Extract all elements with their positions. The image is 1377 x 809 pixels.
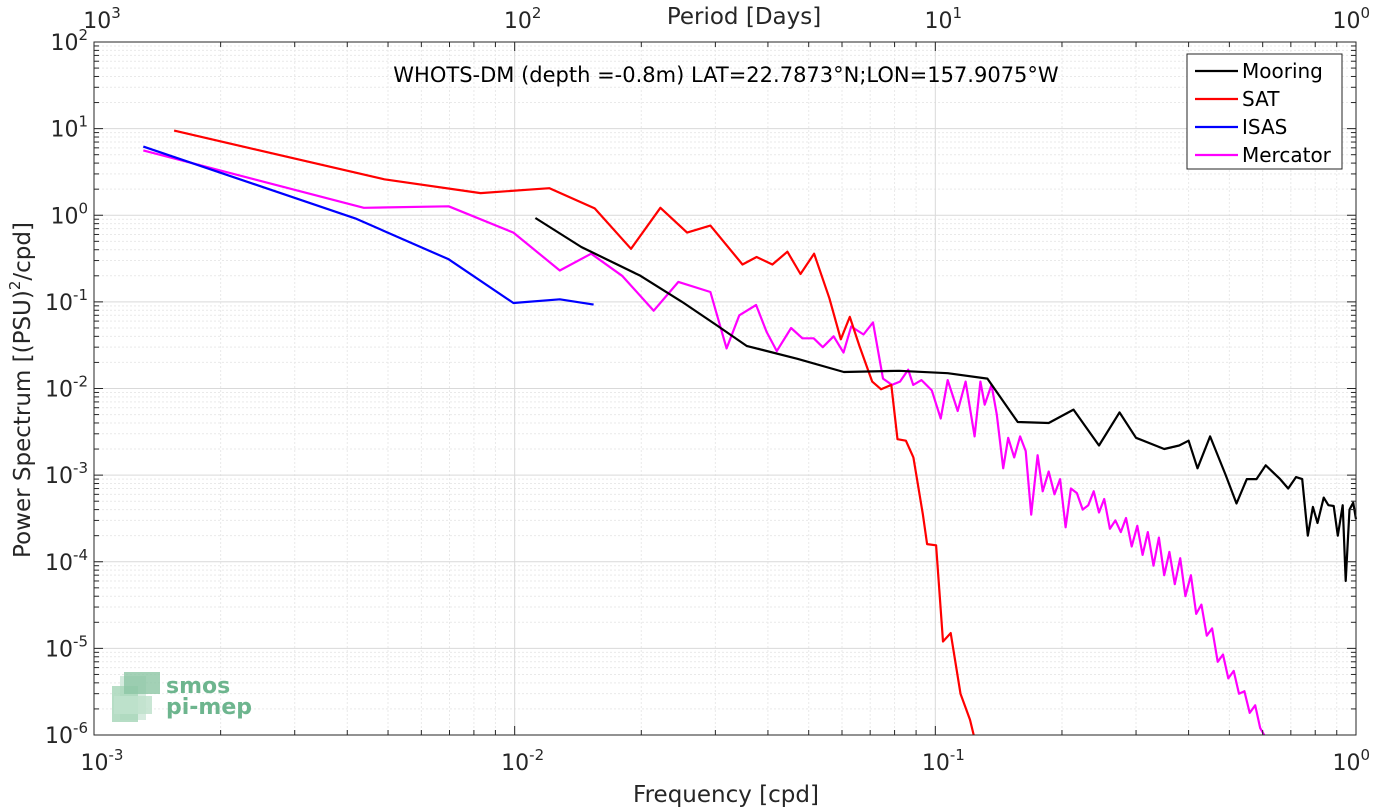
y-axis-label-main: Power Spectrum [(PSU) [10,290,36,558]
x-tick-label: 100 [1332,746,1370,776]
y-tick-label: 102 [50,26,88,56]
y-tick-label: 10-2 [45,373,88,403]
x-tick-label: 10-3 [81,746,124,776]
top-tick-label: 100 [1332,4,1370,34]
series-line-sat [173,129,975,736]
top-tick-label: 102 [504,4,542,34]
legend-label-sat: SAT [1242,87,1280,111]
top-tick-label: 103 [83,4,121,34]
legend-label-isas: ISAS [1242,115,1287,139]
y-tick-label: 10-1 [45,286,88,316]
y-axis-label-sup: 2 [6,281,24,291]
y-axis-label: Power Spectrum [(PSU)2/cpd] [6,222,36,558]
svg-text:Power Spectrum [(PSU)2/cpd]: Power Spectrum [(PSU)2/cpd] [6,222,36,558]
y-tick-label: 10-4 [45,546,88,576]
x-axis-label: Frequency [cpd] [633,782,819,808]
y-tick-label: 100 [50,199,88,229]
chart-title: WHOTS-DM (depth =-0.8m) LAT=22.7873°N;LO… [393,63,1059,87]
legend-label-mooring: Mooring [1242,59,1323,83]
legend: Mooring SAT ISAS Mercator [1186,53,1343,170]
y-tick-label: 10-3 [45,459,88,489]
legend-label-mercator: Mercator [1242,143,1332,167]
tick-marks [93,41,1357,736]
logo-line-2: pi-mep [166,695,252,720]
series-line-mercator [143,149,1266,736]
top-axis-label: Period [Days] [667,4,821,30]
logo-line-1: smos [166,674,230,699]
legend-box [1186,53,1343,170]
series-line-mooring [534,217,1358,583]
minor-grid [94,42,1356,735]
series-line-isas [142,145,594,306]
y-tick-label: 101 [50,113,88,143]
y-tick-label: 10-6 [45,719,88,749]
y-axis-label-tail: /cpd] [10,222,36,281]
top-tick-label: 101 [925,4,963,34]
x-tick-label: 10-2 [501,746,544,776]
smos-pi-mep-logo: smos pi-mep [112,672,252,722]
series-layer [142,129,1358,736]
x-tick-label: 10-1 [922,746,965,776]
y-tick-label: 10-5 [45,632,88,662]
